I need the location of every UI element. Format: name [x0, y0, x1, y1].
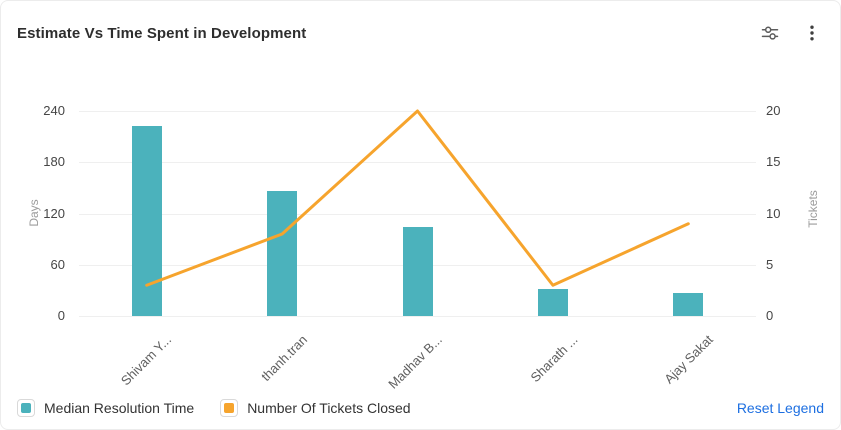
left-axis-tick-label: 240: [43, 103, 65, 118]
reset-legend-button[interactable]: Reset Legend: [736, 400, 824, 416]
x-axis-label-sharath: Sharath ...: [527, 332, 581, 386]
right-axis-tick-label: 20: [766, 103, 781, 118]
gridline: [79, 213, 756, 215]
header-icons: [758, 21, 824, 45]
x-axis-label-ajay-sakat: Ajay Sakat: [661, 332, 716, 387]
widget-header: Estimate Vs Time Spent in Development: [17, 21, 824, 45]
legend-swatch-box: [17, 399, 35, 417]
gridline: [79, 316, 756, 317]
right-axis-tick-label: 0: [766, 308, 774, 323]
legend-swatch-box: [220, 399, 239, 417]
more-options-icon[interactable]: [800, 21, 824, 45]
x-axis-label-thanh-tran: thanh.tran: [257, 332, 310, 385]
bar-sharath[interactable]: [537, 288, 568, 316]
bar-madhav-b[interactable]: [402, 227, 433, 316]
bar-ajay-sakat[interactable]: [673, 292, 704, 316]
bar-thanh-tran[interactable]: [267, 191, 298, 316]
x-axis-label-madhav-b: Madhav B...: [385, 332, 446, 392]
legend-items: Median Resolution Time Number Of Tickets…: [17, 399, 411, 417]
left-axis-tick-label: 0: [57, 308, 65, 323]
legend-label: Median Resolution Time: [44, 400, 195, 416]
x-axis-label-shivam-y: Shivam Y...: [118, 332, 175, 389]
right-axis-tick-label: 15: [766, 154, 781, 170]
left-axis-tick-label: 60: [50, 256, 65, 272]
bar-shivam-y[interactable]: [131, 126, 162, 316]
gridline: [79, 162, 756, 164]
page-title: Estimate Vs Time Spent in Development: [17, 24, 307, 42]
right-axis-title: Tickets: [806, 190, 820, 228]
legend-item-median-resolution-time[interactable]: Median Resolution Time: [17, 399, 194, 417]
left-axis-tick-label: 180: [43, 154, 65, 170]
legend-label: Number Of Tickets Closed: [247, 400, 411, 416]
right-axis-tick-label: 5: [766, 256, 774, 272]
right-axis-tick-label: 10: [766, 205, 781, 221]
gridline: [79, 111, 756, 112]
legend-item-number-of-tickets-closed[interactable]: Number Of Tickets Closed: [220, 399, 411, 417]
legend-swatch-teal: [21, 403, 31, 413]
legend-swatch-orange: [224, 403, 235, 413]
left-axis-tick-label: 120: [43, 205, 65, 221]
settings-sliders-icon[interactable]: [758, 21, 782, 45]
legend-row: Median Resolution Time Number Of Tickets…: [17, 399, 824, 417]
